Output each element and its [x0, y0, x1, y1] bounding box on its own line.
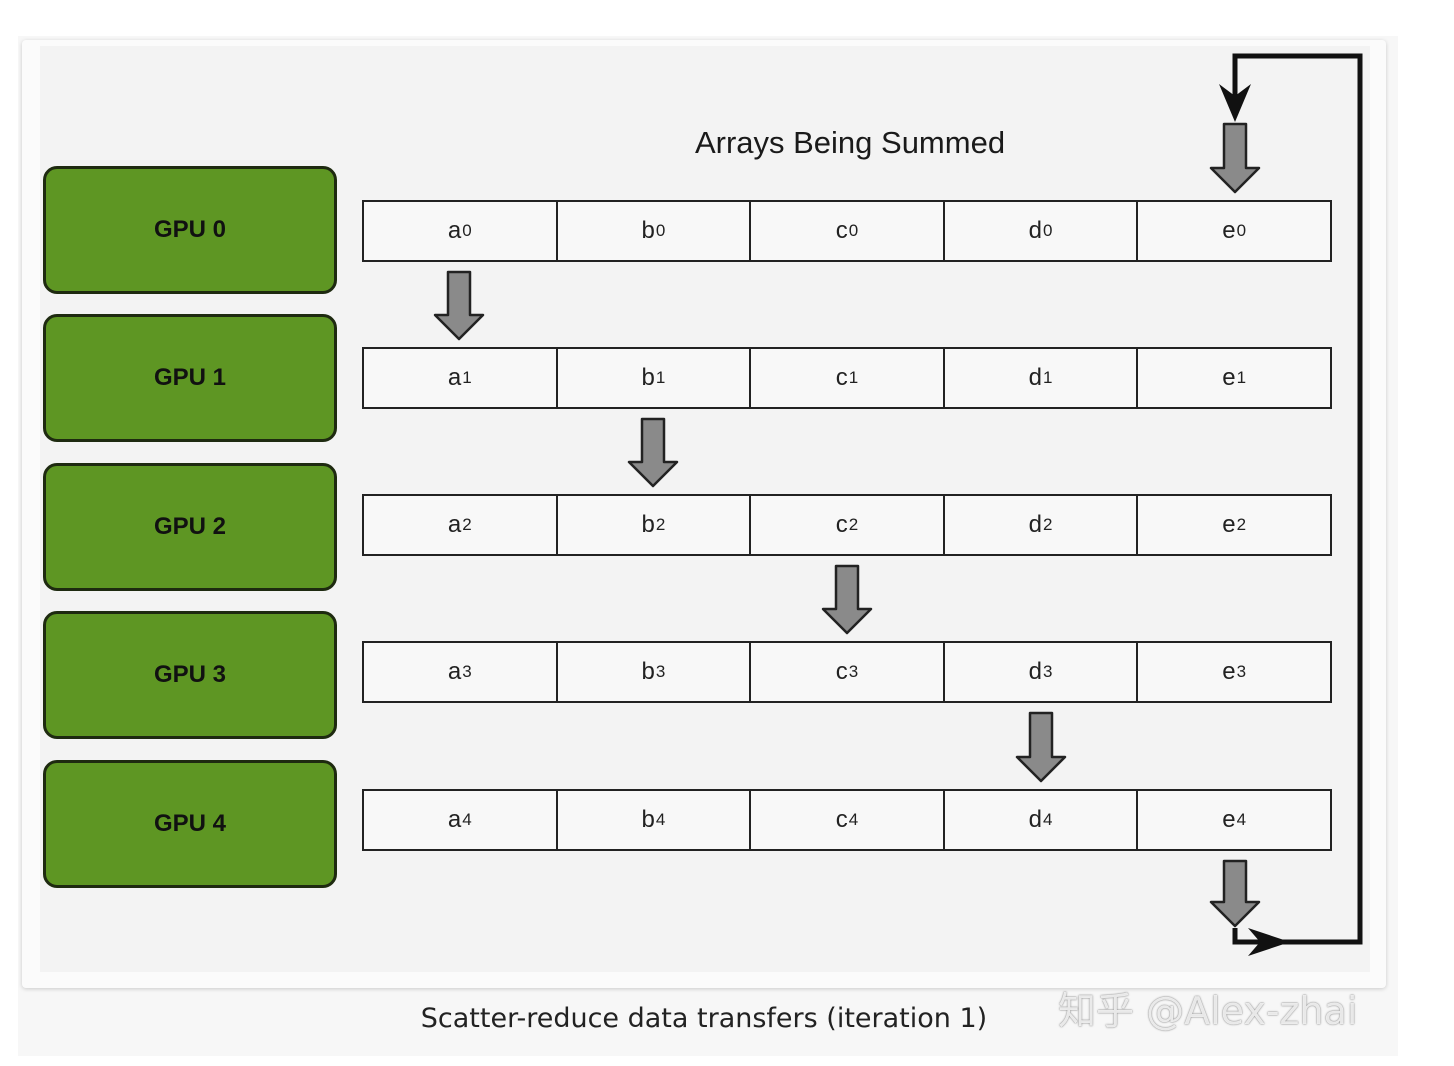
loop-arrowhead-down [1219, 84, 1251, 122]
transfer-arrow-3 [1015, 711, 1067, 783]
cell-subscript: 3 [462, 662, 472, 681]
cell-subscript: 2 [1043, 515, 1053, 534]
watermark: 知乎 @Alex-zhai [1058, 989, 1358, 1033]
transfer-arrow-2 [821, 564, 873, 635]
transfer-arrow-4-out [1209, 859, 1261, 928]
cell-subscript: 3 [655, 662, 666, 681]
cell-letter: d [1028, 658, 1043, 685]
cell-subscript: 2 [848, 515, 859, 534]
figure-caption: Scatter-reduce data transfers (iteration… [420, 1003, 988, 1034]
cell-subscript: 0 [1043, 221, 1053, 240]
cell-letter: e [1222, 806, 1236, 833]
cell-letter: e [1222, 511, 1236, 538]
cell-subscript: 1 [655, 368, 666, 387]
transfer-arrow-0 [433, 270, 485, 341]
cell-letter: b [641, 511, 655, 538]
cell-letter: a [447, 658, 462, 685]
cell-letter: b [641, 806, 655, 833]
cell-subscript: 1 [462, 368, 472, 387]
cell-subscript: 3 [1236, 662, 1247, 681]
cell-subscript: 4 [1236, 810, 1247, 829]
cell-subscript: 4 [655, 810, 666, 829]
cell-letter: c [835, 511, 848, 538]
cell-letter: a [447, 217, 462, 244]
cell-letter: e [1222, 217, 1236, 244]
cell-letter: a [447, 511, 462, 538]
cell-subscript: 4 [462, 810, 472, 829]
cell-letter: d [1028, 364, 1043, 391]
cell-letter: e [1222, 364, 1236, 391]
cell-subscript: 0 [848, 221, 859, 240]
cell-letter: a [447, 364, 462, 391]
cell-subscript: 3 [848, 662, 859, 681]
gpu-box-1: GPU 1 [43, 314, 337, 442]
gpu-box-4: GPU 4 [43, 760, 337, 888]
cell-subscript: 2 [462, 515, 472, 534]
cell-subscript: 1 [1236, 368, 1247, 387]
gpu-box-2: GPU 2 [43, 463, 337, 591]
loop-arrowhead-right [1248, 928, 1290, 956]
cell-subscript: 4 [1043, 810, 1053, 829]
transfer-arrow-1 [627, 417, 679, 488]
cell-letter: d [1028, 217, 1043, 244]
cell-letter: b [641, 364, 655, 391]
cell-subscript: 0 [1236, 221, 1247, 240]
cell-subscript: 4 [848, 810, 859, 829]
cell-letter: d [1028, 511, 1043, 538]
transfer-arrow-4-in [1209, 122, 1261, 194]
cell-letter: d [1028, 806, 1043, 833]
cell-subscript: 2 [1236, 515, 1247, 534]
wraparound-loop-line [1232, 53, 1363, 945]
cell-letter: e [1222, 658, 1236, 685]
cell-subscript: 1 [1043, 368, 1053, 387]
cell-letter: a [447, 806, 462, 833]
cell-letter: c [835, 658, 848, 685]
cell-letter: b [641, 658, 655, 685]
cell-subscript: 3 [1043, 662, 1053, 681]
cell-letter: c [835, 217, 848, 244]
cell-letter: b [641, 217, 655, 244]
gpu-box-3: GPU 3 [43, 611, 337, 739]
cell-letter: c [835, 806, 848, 833]
cell-letter: c [835, 364, 848, 391]
cell-subscript: 2 [655, 515, 666, 534]
diagram-title: Arrays Being Summed [694, 125, 1006, 160]
cell-subscript: 1 [848, 368, 859, 387]
cell-subscript: 0 [462, 221, 472, 240]
cell-subscript: 0 [655, 221, 666, 240]
gpu-box-0: GPU 0 [43, 166, 337, 294]
